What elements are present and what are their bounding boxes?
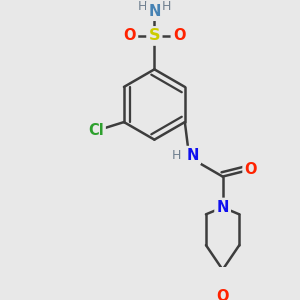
Text: O: O xyxy=(216,289,229,300)
Text: O: O xyxy=(244,162,257,177)
Text: H: H xyxy=(172,149,182,162)
Text: H: H xyxy=(162,0,171,14)
Text: N: N xyxy=(187,148,199,163)
Text: O: O xyxy=(124,28,136,44)
Text: S: S xyxy=(148,28,160,44)
Text: O: O xyxy=(173,28,185,44)
Text: Cl: Cl xyxy=(88,123,104,138)
Text: N: N xyxy=(148,4,160,19)
Text: N: N xyxy=(216,200,229,215)
Text: H: H xyxy=(137,0,147,14)
